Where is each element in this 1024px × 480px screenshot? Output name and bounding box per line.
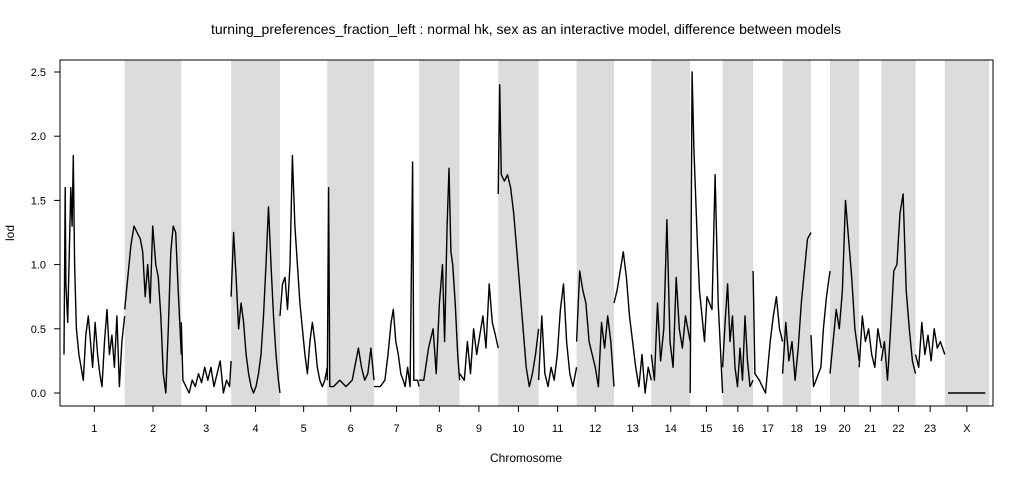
chromosome-band-6 — [327, 60, 374, 406]
x-tick-label-15: 15 — [700, 423, 712, 435]
x-tick-label-3: 3 — [203, 423, 209, 435]
x-tick-label-19: 19 — [814, 423, 826, 435]
x-tick-label-5: 5 — [301, 423, 307, 435]
lod-line-chr-19 — [810, 270, 831, 388]
lod-line-chr-22 — [880, 193, 917, 381]
plot-frame — [59, 59, 994, 407]
x-tick-label-12: 12 — [589, 423, 601, 435]
lod-line-chr-1 — [63, 154, 126, 388]
lod-line-chr-12 — [575, 270, 615, 388]
y-tick-label-3: 1.5 — [31, 195, 46, 207]
x-axis-label: Chromosome — [490, 451, 562, 465]
lod-line-chr-18 — [781, 232, 812, 381]
lod-line-chr-3 — [180, 322, 232, 394]
lod-line-chr-20 — [829, 199, 860, 374]
x-tick-label-22: 22 — [892, 423, 904, 435]
lod-line-chr-17 — [752, 270, 784, 394]
x-tick-label-6: 6 — [348, 423, 354, 435]
x-tick-label-11: 11 — [552, 423, 563, 435]
lod-line-chr-16 — [721, 283, 754, 388]
chromosome-band-18 — [782, 60, 811, 406]
x-tick-label-4: 4 — [253, 423, 259, 435]
x-tick-label-17: 17 — [762, 423, 774, 435]
lod-line-chr-14 — [650, 218, 691, 381]
lod-line-chr-15 — [689, 71, 724, 394]
x-tick-label-18: 18 — [791, 423, 803, 435]
lod-line-chr-13 — [613, 251, 652, 394]
chromosome-band-16 — [722, 60, 754, 406]
lod-line-chr-4 — [230, 206, 281, 394]
x-tick-label-9: 9 — [476, 423, 482, 435]
x-tick-label-7: 7 — [393, 423, 399, 435]
x-tick-label-20: 20 — [838, 423, 850, 435]
x-tick-label-2: 2 — [150, 423, 156, 435]
chart-title: turning_preferences_fraction_left : norm… — [211, 21, 841, 37]
x-tick-label-21: 21 — [864, 423, 876, 435]
lod-line-chr-2 — [124, 225, 182, 394]
lod-series — [63, 71, 986, 394]
y-axis: 0.0 0.5 1.0 1.5 2.0 2.5 — [31, 67, 60, 400]
lod-line-chr-5 — [279, 154, 328, 388]
x-tick-label-13: 13 — [627, 423, 639, 435]
chromosome-band-14 — [651, 60, 691, 406]
x-tick-label-23: 23 — [924, 423, 936, 435]
y-tick-label-1: 0.5 — [31, 324, 46, 336]
chromosome-band-X — [944, 60, 989, 406]
lod-line-chr-8 — [419, 167, 461, 381]
lod-line-chr-11 — [537, 283, 578, 388]
y-tick-label-2: 1.0 — [31, 260, 46, 272]
y-axis-label: lod — [3, 225, 17, 241]
x-tick-label-16: 16 — [732, 423, 744, 435]
x-tick-label-10: 10 — [512, 423, 524, 435]
lod-line-chr-6 — [326, 186, 375, 388]
chromosome-band-8 — [419, 60, 460, 406]
chromosome-bands — [124, 60, 989, 406]
y-tick-label-4: 2.0 — [31, 131, 46, 143]
x-tick-label-14: 14 — [665, 423, 677, 435]
y-tick-label-0: 0.0 — [31, 388, 46, 400]
lod-line-chr-7 — [374, 161, 420, 388]
y-tick-label-5: 2.5 — [31, 67, 46, 79]
chromosome-band-10 — [498, 60, 539, 406]
chromosome-band-4 — [231, 60, 280, 406]
x-axis: 1 2 3 4 5 6 7 8 9 10 11 12 13 14 15 16 17 18 19 20 21 22 23 X — [91, 406, 971, 435]
lod-line-chr-9 — [459, 283, 499, 381]
lod-line-chr-10 — [497, 84, 540, 388]
x-tick-label-X: X — [963, 423, 971, 435]
lod-line-chr-23 — [914, 321, 946, 368]
lod-line-chr-21 — [858, 315, 882, 368]
x-tick-label-1: 1 — [91, 423, 97, 435]
chromosome-band-12 — [576, 60, 614, 406]
x-tick-label-8: 8 — [436, 423, 442, 435]
